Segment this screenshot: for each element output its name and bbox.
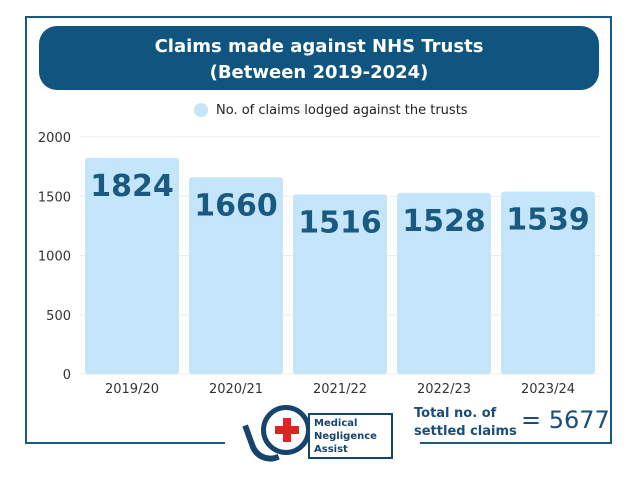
y-tick-label: 1500 — [38, 190, 71, 205]
bar-value-label: 1528 — [402, 204, 486, 239]
bar-value-label: 1539 — [506, 203, 590, 238]
legend-swatch — [194, 103, 208, 117]
total-label-line1: Total no. of — [414, 406, 497, 421]
logo-text: Medical Negligence Assist — [308, 413, 393, 459]
legend: No. of claims lodged against the trusts — [194, 101, 468, 119]
bar — [85, 157, 179, 374]
bar-value-label: 1660 — [194, 188, 278, 223]
y-tick-label: 500 — [46, 309, 71, 324]
x-tick-label: 2019/20 — [105, 382, 159, 397]
logo-circle — [261, 405, 311, 455]
medical-negligence-assist-logo: Medical Negligence Assist — [242, 403, 403, 471]
bar-value-label: 1824 — [90, 169, 174, 204]
x-tick-label: 2023/24 — [521, 382, 575, 397]
y-tick-label: 1000 — [38, 250, 71, 265]
chart-subtitle: (Between 2019-2024) — [209, 62, 429, 83]
logo-text-line: Medical — [314, 418, 358, 429]
logo-text-line: Negligence — [314, 431, 377, 442]
x-tick-label: 2020/21 — [209, 382, 263, 397]
legend-label: No. of claims lodged against the trusts — [216, 102, 468, 118]
bar — [293, 194, 387, 374]
y-tick-label: 2000 — [38, 131, 71, 146]
cross-icon-bar — [275, 426, 299, 434]
total-settled-value: = 5677 — [521, 406, 610, 434]
total-label-line2: settled claims — [414, 424, 517, 439]
total-settled-label: Total no. of settled claims — [414, 405, 517, 441]
chart-title: Claims made against NHS Trusts — [154, 36, 484, 57]
bar — [501, 191, 595, 374]
logo-text-line: Assist — [314, 444, 348, 455]
title-banner: Claims made against NHS Trusts (Between … — [39, 26, 599, 90]
x-tick-label: 2021/22 — [313, 382, 367, 397]
bar — [189, 177, 283, 374]
bar-value-label: 1516 — [298, 205, 382, 240]
x-tick-label: 2022/23 — [417, 382, 471, 397]
bar — [397, 192, 491, 374]
y-tick-label: 0 — [63, 368, 71, 383]
